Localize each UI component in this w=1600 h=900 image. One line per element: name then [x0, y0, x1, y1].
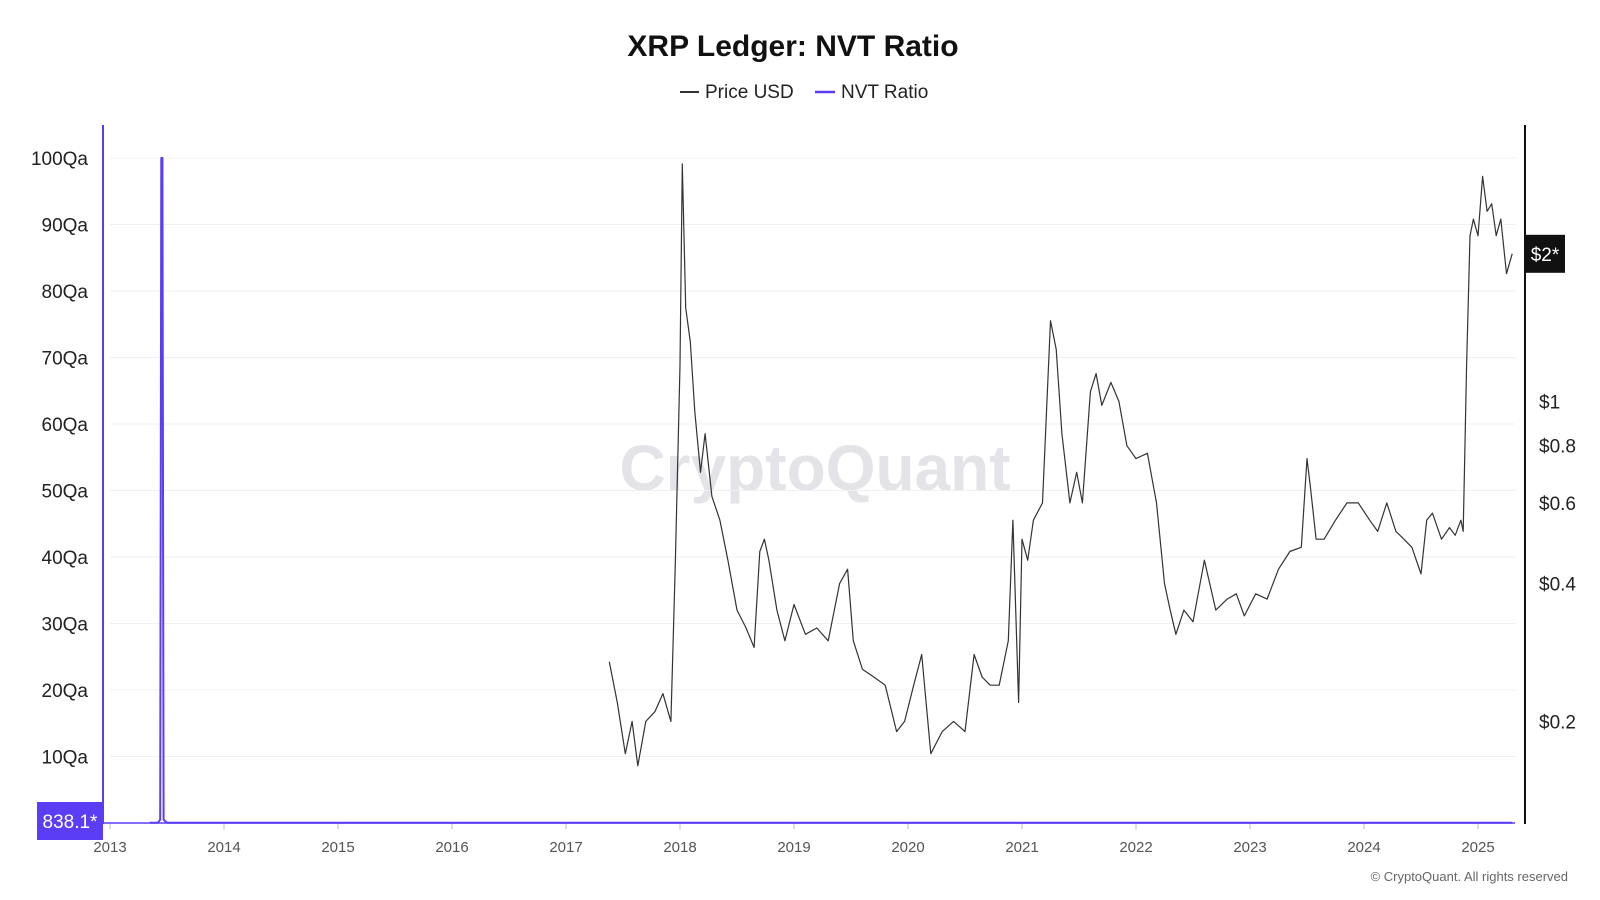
x-tick-label: 2023	[1233, 839, 1266, 856]
right-tick-label: $0.8	[1539, 437, 1576, 458]
right-tick-label: $0.6	[1539, 494, 1576, 515]
nvt-badge-text: 838.1*	[43, 812, 99, 833]
x-tick-label: 2020	[891, 839, 924, 856]
copyright-credit: © CryptoQuant. All rights reserved	[1371, 869, 1568, 884]
x-axis: 2013 2014 2015 2016 2017 2018 2019 2020 2021 2022…	[93, 823, 1495, 856]
legend: Price USD NVT Ratio	[680, 82, 928, 103]
left-tick-label: 40Qa	[42, 548, 89, 569]
chart-title: XRP Ledger: NVT Ratio	[627, 30, 958, 63]
left-tick-label: 80Qa	[42, 282, 89, 303]
right-tick-label: $0.4	[1539, 575, 1576, 596]
left-tick-label: 90Qa	[42, 216, 89, 237]
x-tick-label: 2014	[207, 839, 240, 856]
x-tick-label: 2022	[1119, 839, 1152, 856]
x-tick-label: 2019	[777, 839, 810, 856]
series-layer	[149, 157, 1513, 824]
nvt-current-badge: 838.1*	[37, 802, 103, 840]
grid	[110, 157, 1515, 757]
x-tick-label: 2017	[549, 839, 582, 856]
left-tick-label: 30Qa	[42, 615, 89, 636]
right-tick-label: $1	[1539, 392, 1560, 413]
right-axis: $0.2 $0.4 $0.6 $0.8 $1	[1539, 392, 1576, 733]
left-tick-label: 10Qa	[42, 748, 89, 769]
left-tick-label: 20Qa	[42, 681, 89, 702]
left-tick-label: 60Qa	[42, 415, 89, 436]
nvt-badge-bg	[37, 802, 103, 840]
price-badge-text: $2*	[1531, 245, 1560, 266]
x-tick-label: 2021	[1005, 839, 1038, 856]
x-tick-label: 2016	[435, 839, 468, 856]
legend-nvt-label[interactable]: NVT Ratio	[841, 82, 928, 103]
left-tick-label: 70Qa	[42, 349, 89, 370]
price-badge-bg	[1526, 234, 1565, 273]
x-tick-label: 2025	[1461, 839, 1494, 856]
price-usd-line	[608, 163, 1513, 767]
x-tick-label: 2013	[93, 839, 126, 856]
x-tick-label: 2024	[1347, 839, 1380, 856]
watermark: CryptoQuant	[619, 432, 1010, 504]
right-tick-label: $0.2	[1539, 712, 1576, 733]
price-current-badge: $2*	[1526, 234, 1565, 273]
left-axis: 10Qa 20Qa 30Qa 40Qa 50Qa 60Qa 70Qa 80Qa 90Qa 100Q…	[31, 149, 88, 769]
x-tick-label: 2018	[663, 839, 696, 856]
x-tick-label: 2015	[321, 839, 354, 856]
left-tick-label: 100Qa	[31, 149, 88, 170]
left-tick-label: 50Qa	[42, 482, 89, 503]
nvt-ratio-line	[149, 157, 1513, 824]
legend-price-label[interactable]: Price USD	[705, 82, 794, 103]
